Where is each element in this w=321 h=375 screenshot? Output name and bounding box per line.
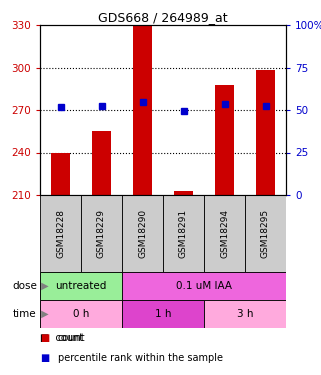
Text: 0 h: 0 h	[73, 309, 89, 319]
Bar	[81, 195, 122, 272]
Bar	[133, 25, 152, 195]
Text: untreated: untreated	[55, 281, 107, 291]
Bar	[40, 195, 81, 272]
Text: ■: ■	[40, 353, 49, 363]
Bar	[174, 191, 193, 195]
Text: 3 h: 3 h	[237, 309, 253, 319]
Text: time: time	[13, 309, 37, 319]
Text: ▶: ▶	[39, 281, 49, 291]
Text: count: count	[58, 333, 85, 343]
Text: GSM18290: GSM18290	[138, 209, 147, 258]
Bar	[92, 131, 111, 195]
Text: ■: ■	[40, 333, 49, 343]
Bar	[122, 272, 286, 300]
Title: GDS668 / 264989_at: GDS668 / 264989_at	[98, 11, 228, 24]
Bar	[245, 195, 286, 272]
Bar	[256, 70, 275, 195]
Text: GSM18229: GSM18229	[97, 209, 106, 258]
Text: percentile rank within the sample: percentile rank within the sample	[58, 353, 223, 363]
Text: 1 h: 1 h	[155, 309, 171, 319]
Text: GSM18228: GSM18228	[56, 209, 65, 258]
Bar	[204, 300, 286, 328]
Bar	[122, 195, 163, 272]
Text: ▶: ▶	[39, 309, 49, 319]
Bar	[215, 84, 234, 195]
Bar	[122, 300, 204, 328]
Text: ■  count: ■ count	[40, 333, 83, 343]
Text: 0.1 uM IAA: 0.1 uM IAA	[176, 281, 232, 291]
Bar	[163, 195, 204, 272]
Text: GSM18294: GSM18294	[220, 209, 229, 258]
Bar	[51, 153, 70, 195]
Bar	[40, 272, 122, 300]
Bar	[204, 195, 245, 272]
Text: GSM18291: GSM18291	[179, 209, 188, 258]
Text: GSM18295: GSM18295	[261, 209, 270, 258]
Text: dose: dose	[12, 281, 37, 291]
Bar	[40, 300, 122, 328]
